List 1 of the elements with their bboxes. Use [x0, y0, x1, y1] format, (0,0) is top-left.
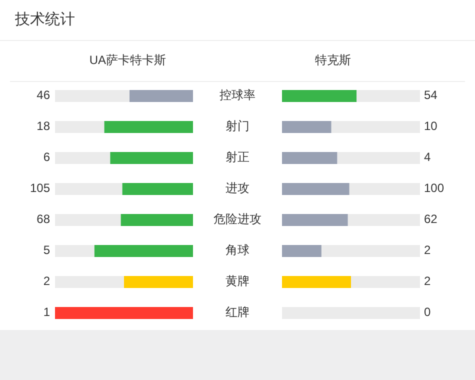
title: 技术统计 — [15, 10, 75, 28]
